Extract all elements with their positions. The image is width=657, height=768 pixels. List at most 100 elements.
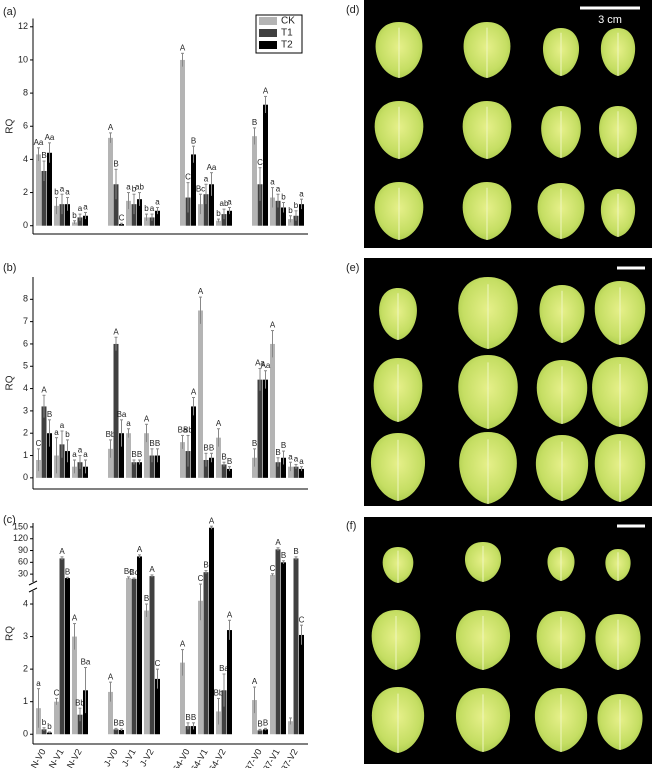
bar (275, 200, 281, 226)
bar (131, 578, 137, 735)
bar (252, 457, 257, 478)
significance-letter: C (198, 574, 204, 583)
bar (209, 457, 214, 478)
bar (126, 578, 131, 735)
y-tick-label: 10 (18, 54, 28, 64)
y-tick-label: 0 (23, 729, 28, 739)
y-tick-label: 4 (23, 383, 28, 393)
significance-letter: Aa (261, 361, 271, 370)
significance-letter: ab (220, 199, 229, 208)
bar (299, 468, 304, 478)
bar (275, 462, 281, 478)
significance-letter: A (137, 545, 143, 554)
significance-letter: a (288, 452, 293, 461)
bar (185, 726, 191, 735)
bar (54, 701, 59, 735)
legend-label: CK (281, 16, 295, 27)
significance-letter: B (149, 439, 154, 448)
x-tick-label: R64-V1 (186, 747, 210, 768)
bar (59, 558, 65, 735)
significance-letter: B (281, 551, 286, 560)
significance-letter: Aa (45, 133, 55, 142)
significance-letter: Ba (219, 664, 229, 673)
bar (131, 204, 137, 226)
bar (252, 700, 257, 735)
bar (155, 455, 160, 478)
bar (72, 636, 77, 735)
bar (299, 204, 304, 226)
bar (203, 459, 209, 478)
y-tick-label: 0 (23, 472, 28, 482)
significance-letter: A (209, 516, 215, 525)
significance-letter: C (270, 564, 276, 573)
significance-letter: Aa (34, 138, 44, 147)
bar (252, 136, 257, 226)
x-tick-label: R64-V0 (168, 747, 192, 768)
significance-letter: a (150, 204, 155, 213)
legend-swatch (259, 41, 277, 49)
significance-letter: B (155, 439, 160, 448)
x-tick-label: R64-V2 (204, 747, 228, 768)
bar (191, 154, 196, 226)
significance-letter: b (42, 718, 47, 727)
significance-letter: a (83, 450, 88, 459)
x-tick-label: N-V0 (29, 747, 48, 768)
significance-letter: A (180, 43, 186, 52)
bar (155, 210, 160, 226)
significance-letter: B (203, 561, 208, 570)
significance-letter: a (227, 198, 232, 207)
significance-letter: Bb (183, 426, 193, 435)
y-tick-label: 60 (18, 557, 28, 567)
significance-letter: A (216, 419, 222, 428)
significance-letter: a (299, 189, 304, 198)
bar (108, 137, 113, 226)
bar (281, 562, 286, 735)
legend-swatch (259, 17, 277, 25)
significance-letter: C (54, 689, 60, 698)
bar (270, 574, 275, 735)
bar (149, 217, 155, 226)
bar (59, 444, 65, 478)
bar (65, 204, 70, 226)
significance-letter: a (294, 455, 299, 464)
bar (47, 732, 52, 735)
bar (155, 678, 160, 735)
significance-letter: A (180, 640, 186, 649)
significance-letter: C (185, 173, 191, 182)
bar (41, 406, 47, 478)
y-tick-label: 3 (23, 405, 28, 415)
bar (131, 462, 137, 478)
panel-label: (b) (3, 262, 16, 274)
y-tick-label: 30 (18, 569, 28, 579)
bar (149, 455, 155, 478)
legend-label: T2 (281, 40, 293, 51)
x-tick-label: J-V2 (138, 747, 156, 768)
significance-letter: B (252, 439, 257, 448)
bar (203, 572, 209, 735)
significance-letter: Bc (129, 568, 138, 577)
significance-letter: a (204, 174, 209, 183)
significance-letter: b (132, 184, 137, 193)
significance-letter: ab (135, 183, 144, 192)
significance-letter: B (281, 441, 286, 450)
bar (54, 205, 59, 226)
significance-letter: Bb (214, 689, 224, 698)
significance-letter: Bb (75, 698, 85, 707)
x-tick-label: R87-V2 (276, 747, 300, 768)
bar (198, 310, 203, 478)
bar (216, 437, 221, 478)
bar (144, 433, 149, 478)
bar (144, 610, 149, 735)
significance-letter: A (275, 538, 281, 547)
bar (137, 462, 142, 478)
y-tick-label: 2 (23, 187, 28, 197)
bar (288, 721, 293, 735)
photo-label: (e) (346, 262, 359, 274)
bar (270, 197, 275, 226)
significance-letter: B (293, 547, 298, 556)
significance-letter: b (216, 209, 221, 218)
bar (263, 104, 268, 226)
significance-letter: A (191, 388, 197, 397)
significance-letter: Aa (255, 359, 265, 368)
